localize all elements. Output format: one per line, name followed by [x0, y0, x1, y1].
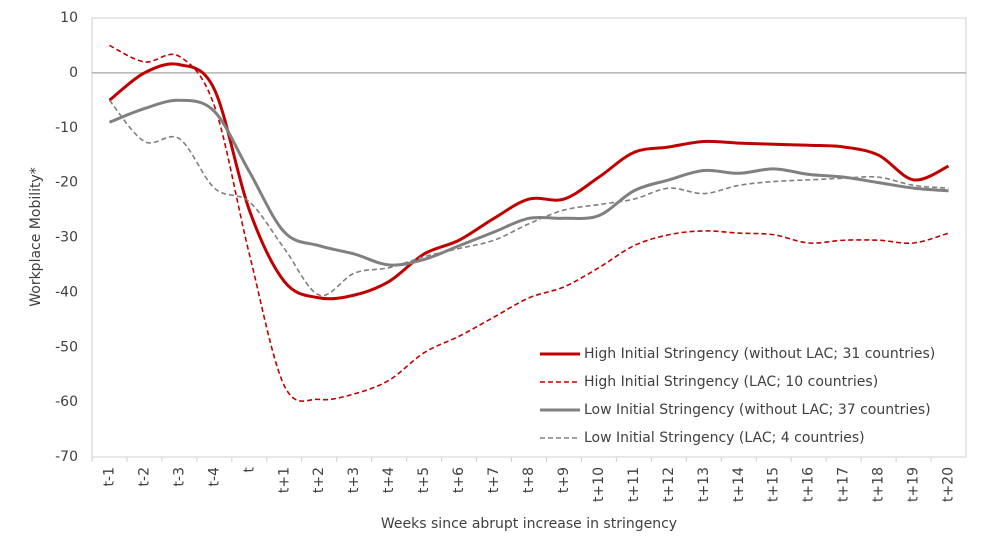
plot-frame	[91, 17, 967, 458]
x-tick-label: t+20	[941, 467, 957, 502]
y-tick-label: -10	[55, 120, 78, 136]
x-axis-label: Weeks since abrupt increase in stringenc…	[381, 516, 677, 532]
x-tick-label: t-2	[136, 467, 152, 486]
x-tick-label: t+16	[801, 467, 817, 502]
legend-label: High Initial Stringency (without LAC; 31…	[584, 346, 935, 362]
y-tick-label: -20	[55, 175, 78, 191]
y-tick-label: 0	[69, 65, 78, 81]
x-tick-label: t+3	[346, 467, 362, 493]
x-tick-label: t+18	[871, 467, 887, 502]
y-tick-label: -40	[55, 284, 78, 300]
legend-label: Low Initial Stringency (LAC; 4 countries…	[584, 430, 865, 446]
x-tick-label: t+15	[766, 467, 782, 502]
series-line	[109, 44, 949, 402]
y-tick-label: -30	[55, 230, 78, 246]
series-line	[108, 62, 950, 301]
y-tick-label: -70	[55, 449, 78, 465]
legend-label: Low Initial Stringency (without LAC; 37 …	[584, 402, 931, 418]
series-line	[108, 99, 949, 297]
x-tick-label: t+17	[836, 467, 852, 502]
y-tick-label: -50	[55, 339, 78, 355]
x-tick-label: t+6	[451, 467, 467, 493]
y-tick-label: -60	[55, 394, 78, 410]
x-tick-label: t+12	[661, 467, 677, 502]
series-line	[108, 98, 949, 267]
x-tick-label: t+13	[696, 467, 712, 502]
x-tick-label: t-3	[171, 467, 187, 486]
y-tick-label: 10	[60, 10, 78, 26]
x-tick-label: t+9	[556, 467, 572, 493]
x-tick-label: t+5	[416, 467, 432, 493]
x-tick-label: t+1	[276, 467, 292, 493]
x-tick-label: t-4	[206, 467, 222, 487]
x-tick-label: t+7	[486, 467, 502, 493]
y-axis-label: Workplace Mobility*	[28, 167, 44, 307]
x-tick-label: t+14	[731, 467, 747, 502]
legend-label: High Initial Stringency (LAC; 10 countri…	[584, 374, 878, 390]
x-tick-label: t-1	[101, 467, 117, 486]
x-tick-label: t	[241, 467, 257, 473]
x-tick-label: t+4	[381, 467, 397, 493]
x-tick-label: t+10	[591, 467, 607, 502]
x-tick-label: t+11	[626, 467, 642, 502]
x-tick-label: t+2	[311, 467, 327, 493]
x-tick-label: t+19	[906, 467, 922, 502]
x-tick-label: t+8	[521, 467, 537, 493]
